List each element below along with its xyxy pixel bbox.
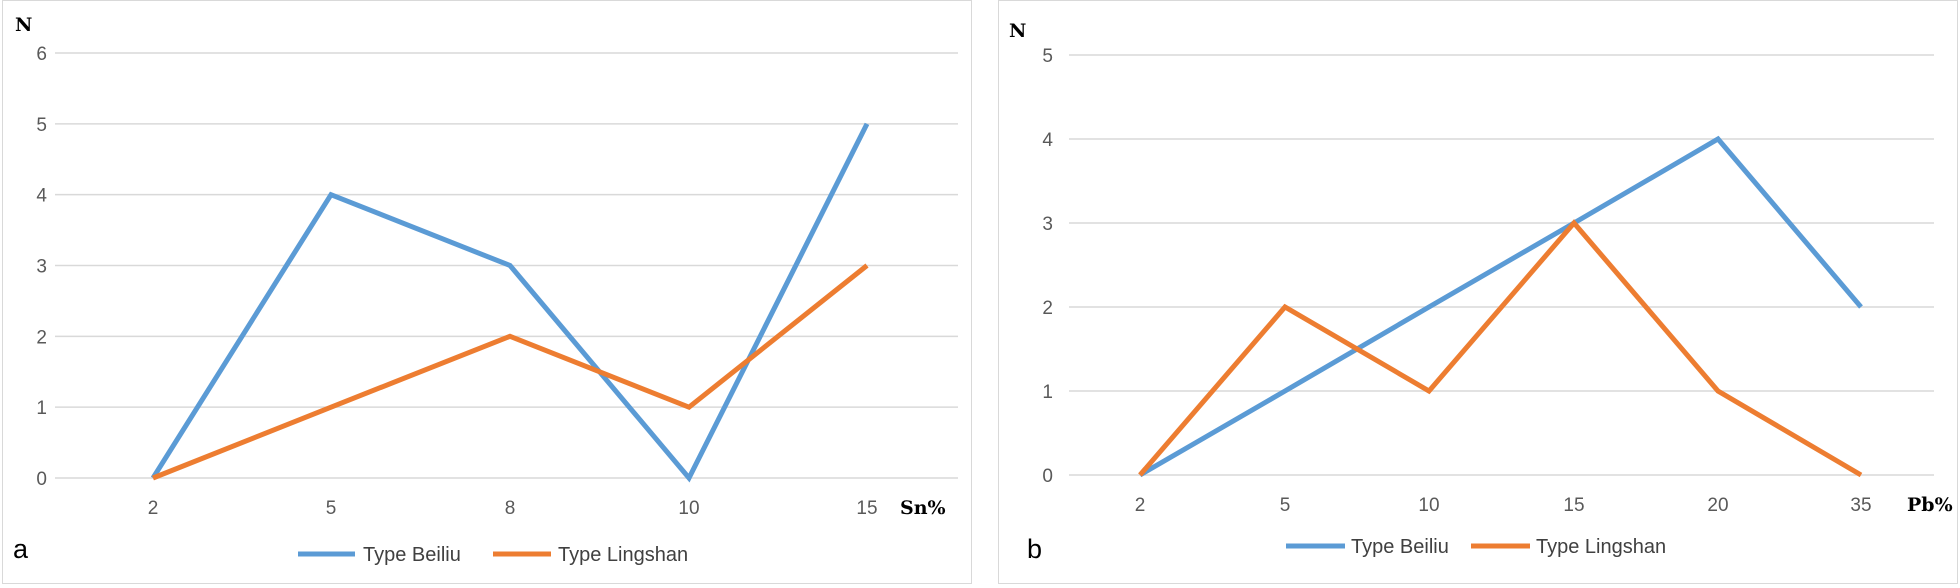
series-line-lingshan xyxy=(152,263,869,481)
legend-label: Type Lingshan xyxy=(1536,536,1666,558)
x-axis-title: Sn% xyxy=(900,497,946,519)
series-line-beiliu xyxy=(150,122,870,483)
panel-label: a xyxy=(13,534,29,564)
legend-label: Type Beiliu xyxy=(1351,536,1449,558)
x-tick-label: 2 xyxy=(1135,495,1146,516)
y-tick-label: 5 xyxy=(1042,46,1053,67)
y-tick-label: 3 xyxy=(36,257,47,278)
panel-label: b xyxy=(1027,534,1042,564)
y-tick-label: 1 xyxy=(1042,382,1053,403)
legend-label: Type Beiliu xyxy=(363,544,461,566)
x-tick-label: 8 xyxy=(505,498,516,519)
y-tick-label: 5 xyxy=(36,115,47,136)
x-tick-label: 10 xyxy=(1418,495,1439,516)
y-tick-label: 0 xyxy=(36,469,47,490)
y-tick-label: 4 xyxy=(36,186,47,207)
x-axis-title: Pb% xyxy=(1907,494,1953,516)
y-tick-label: 2 xyxy=(1042,298,1053,319)
x-tick-label: 5 xyxy=(326,498,337,519)
y-axis-title: N xyxy=(15,14,32,36)
y-tick-label: 0 xyxy=(1042,466,1053,487)
x-tick-label: 2 xyxy=(148,498,159,519)
chart-a-svg: 0 1 2 3 4 5 6 2 5 8 10 15 Sn% Na Type Beiliu Type Lings… xyxy=(13,14,958,566)
x-tick-label: 15 xyxy=(856,498,877,519)
x-tick-label: 15 xyxy=(1563,495,1584,516)
y-tick-label: 1 xyxy=(36,398,47,419)
series-line-lingshan xyxy=(1138,219,1863,478)
y-axis-title: N xyxy=(1009,20,1026,42)
y-tick-label: 6 xyxy=(36,44,47,65)
x-tick-label: 10 xyxy=(678,498,699,519)
series-line-beiliu xyxy=(1138,135,1863,478)
chart-b-svg: 0 1 2 3 4 5 2 5 10 15 20 35 Pb% Nb Type Beiliu Type Lin… xyxy=(1009,20,1953,564)
y-tick-label: 4 xyxy=(1042,130,1053,151)
x-tick-label: 5 xyxy=(1280,495,1291,516)
y-tick-label: 2 xyxy=(36,327,47,348)
x-tick-label: 20 xyxy=(1707,495,1728,516)
legend-label: Type Lingshan xyxy=(558,544,688,566)
y-tick-label: 3 xyxy=(1042,214,1053,235)
x-tick-label: 35 xyxy=(1850,495,1871,516)
